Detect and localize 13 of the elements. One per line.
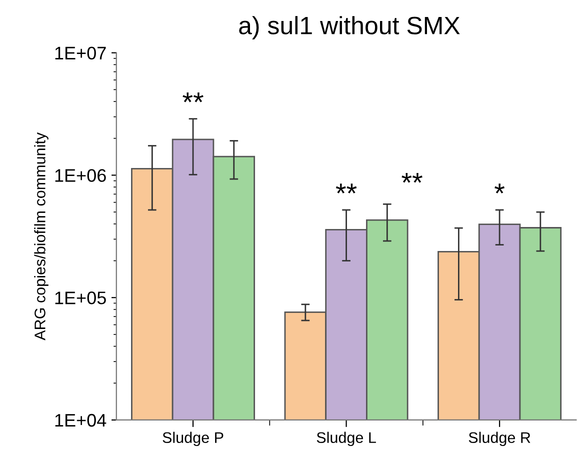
y-tick-label: 1E+07 <box>55 46 106 60</box>
y-tick-label: 1E+04 <box>55 414 106 427</box>
annotation: ** <box>402 172 422 183</box>
y-axis-title: ARG copies/biofilm community <box>34 132 48 340</box>
annotation: ** <box>182 92 204 102</box>
y-tick-label: 1E+06 <box>55 169 106 182</box>
annotation: ** <box>336 184 357 194</box>
y-tick-label: 1E+05 <box>55 292 106 304</box>
x-tick-label: Sludge R <box>468 432 530 446</box>
annotation: * <box>494 184 505 194</box>
x-tick-label: Sludge P <box>162 432 224 446</box>
x-tick-label: Sludge L <box>316 432 376 446</box>
chart-title: a) sul1 without SMX <box>239 16 460 40</box>
